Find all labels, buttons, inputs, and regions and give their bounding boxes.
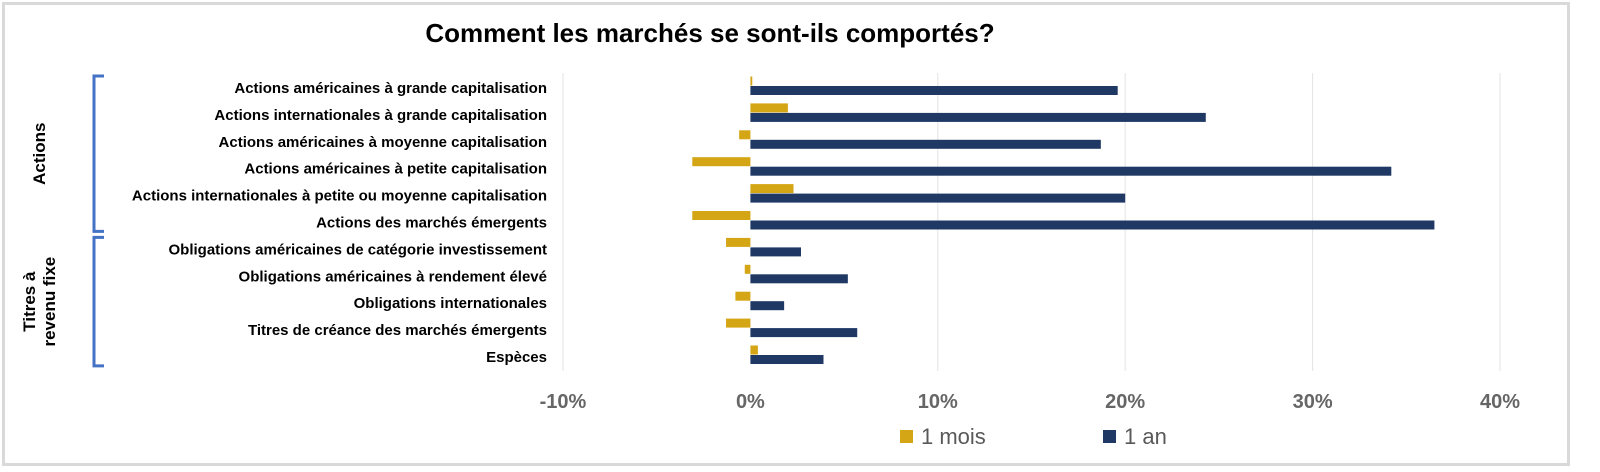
bar-year-8	[750, 301, 785, 311]
group-bracket-1	[92, 235, 104, 368]
bar-year-0	[750, 86, 1118, 95]
chart-frame: Comment les marchés se sont-ils comporté…	[2, 2, 1570, 466]
category-label-1: Actions internationales à grande capital…	[214, 107, 547, 124]
category-label-5: Actions des marchés émergents	[316, 215, 547, 232]
bar-month-3	[692, 157, 751, 167]
bar-month-10	[750, 345, 758, 355]
legend-swatch-0	[900, 430, 913, 443]
group-label-1-1: revenu fixe	[40, 257, 59, 347]
tick-label-2: 10%	[918, 391, 958, 413]
category-label-7: Obligations américaines à rendement élev…	[239, 268, 547, 285]
group-label-1-0: Titres à	[20, 271, 39, 332]
legend-label-0: 1 mois	[921, 424, 986, 449]
category-label-8: Obligations internationales	[354, 295, 547, 312]
bar-month-6	[726, 237, 751, 247]
bar-year-2	[750, 139, 1101, 149]
category-label-6: Obligations américaines de catégorie inv…	[169, 241, 547, 258]
bar-month-5	[692, 211, 751, 220]
bar-month-7	[744, 264, 751, 274]
bar-month-0	[750, 76, 753, 86]
bar-month-2	[739, 130, 751, 140]
legend-swatch-1	[1103, 430, 1116, 443]
tick-label-1: 0%	[736, 391, 765, 413]
bar-year-1	[750, 112, 1206, 122]
chart-title: Comment les marchés se sont-ils comporté…	[425, 18, 994, 48]
category-label-2: Actions américaines à moyenne capitalisa…	[219, 134, 547, 151]
bar-month-9	[726, 318, 751, 328]
group-label-0-0: Actions	[30, 123, 49, 185]
category-labels: Actions américaines à grande capitalisat…	[132, 80, 547, 366]
group-brackets: Actions Titres à revenu fixe	[20, 74, 104, 368]
legend: 1 mois 1 an	[900, 424, 1167, 449]
bar-year-10	[750, 355, 824, 364]
bar-month-1	[750, 103, 788, 113]
tick-label-3: 20%	[1105, 391, 1145, 413]
bar-chart: Comment les marchés se sont-ils comporté…	[20, 18, 1521, 449]
bar-year-7	[750, 274, 848, 284]
category-label-9: Titres de créance des marchés émergents	[248, 322, 547, 339]
x-axis-tick-labels: -10% 0% 10% 20% 30% 40%	[540, 391, 1521, 413]
category-label-0: Actions américaines à grande capitalisat…	[234, 80, 547, 97]
bar-year-5	[750, 220, 1435, 230]
category-label-3: Actions américaines à petite capitalisat…	[244, 161, 547, 178]
tick-label-5: 40%	[1480, 391, 1520, 413]
bar-month-4	[750, 184, 794, 194]
bar-year-9	[750, 328, 858, 338]
legend-label-1: 1 an	[1124, 424, 1167, 449]
category-label-4: Actions internationales à petite ou moye…	[132, 188, 547, 205]
bar-year-3	[750, 166, 1392, 176]
bar-year-6	[750, 247, 801, 257]
tick-label-0: -10%	[540, 391, 587, 413]
bars	[692, 76, 1435, 364]
category-label-10: Espèces	[486, 349, 547, 366]
bar-month-8	[735, 291, 751, 301]
group-bracket-0	[92, 74, 104, 233]
bar-year-4	[750, 193, 1126, 203]
tick-label-4: 30%	[1293, 391, 1333, 413]
